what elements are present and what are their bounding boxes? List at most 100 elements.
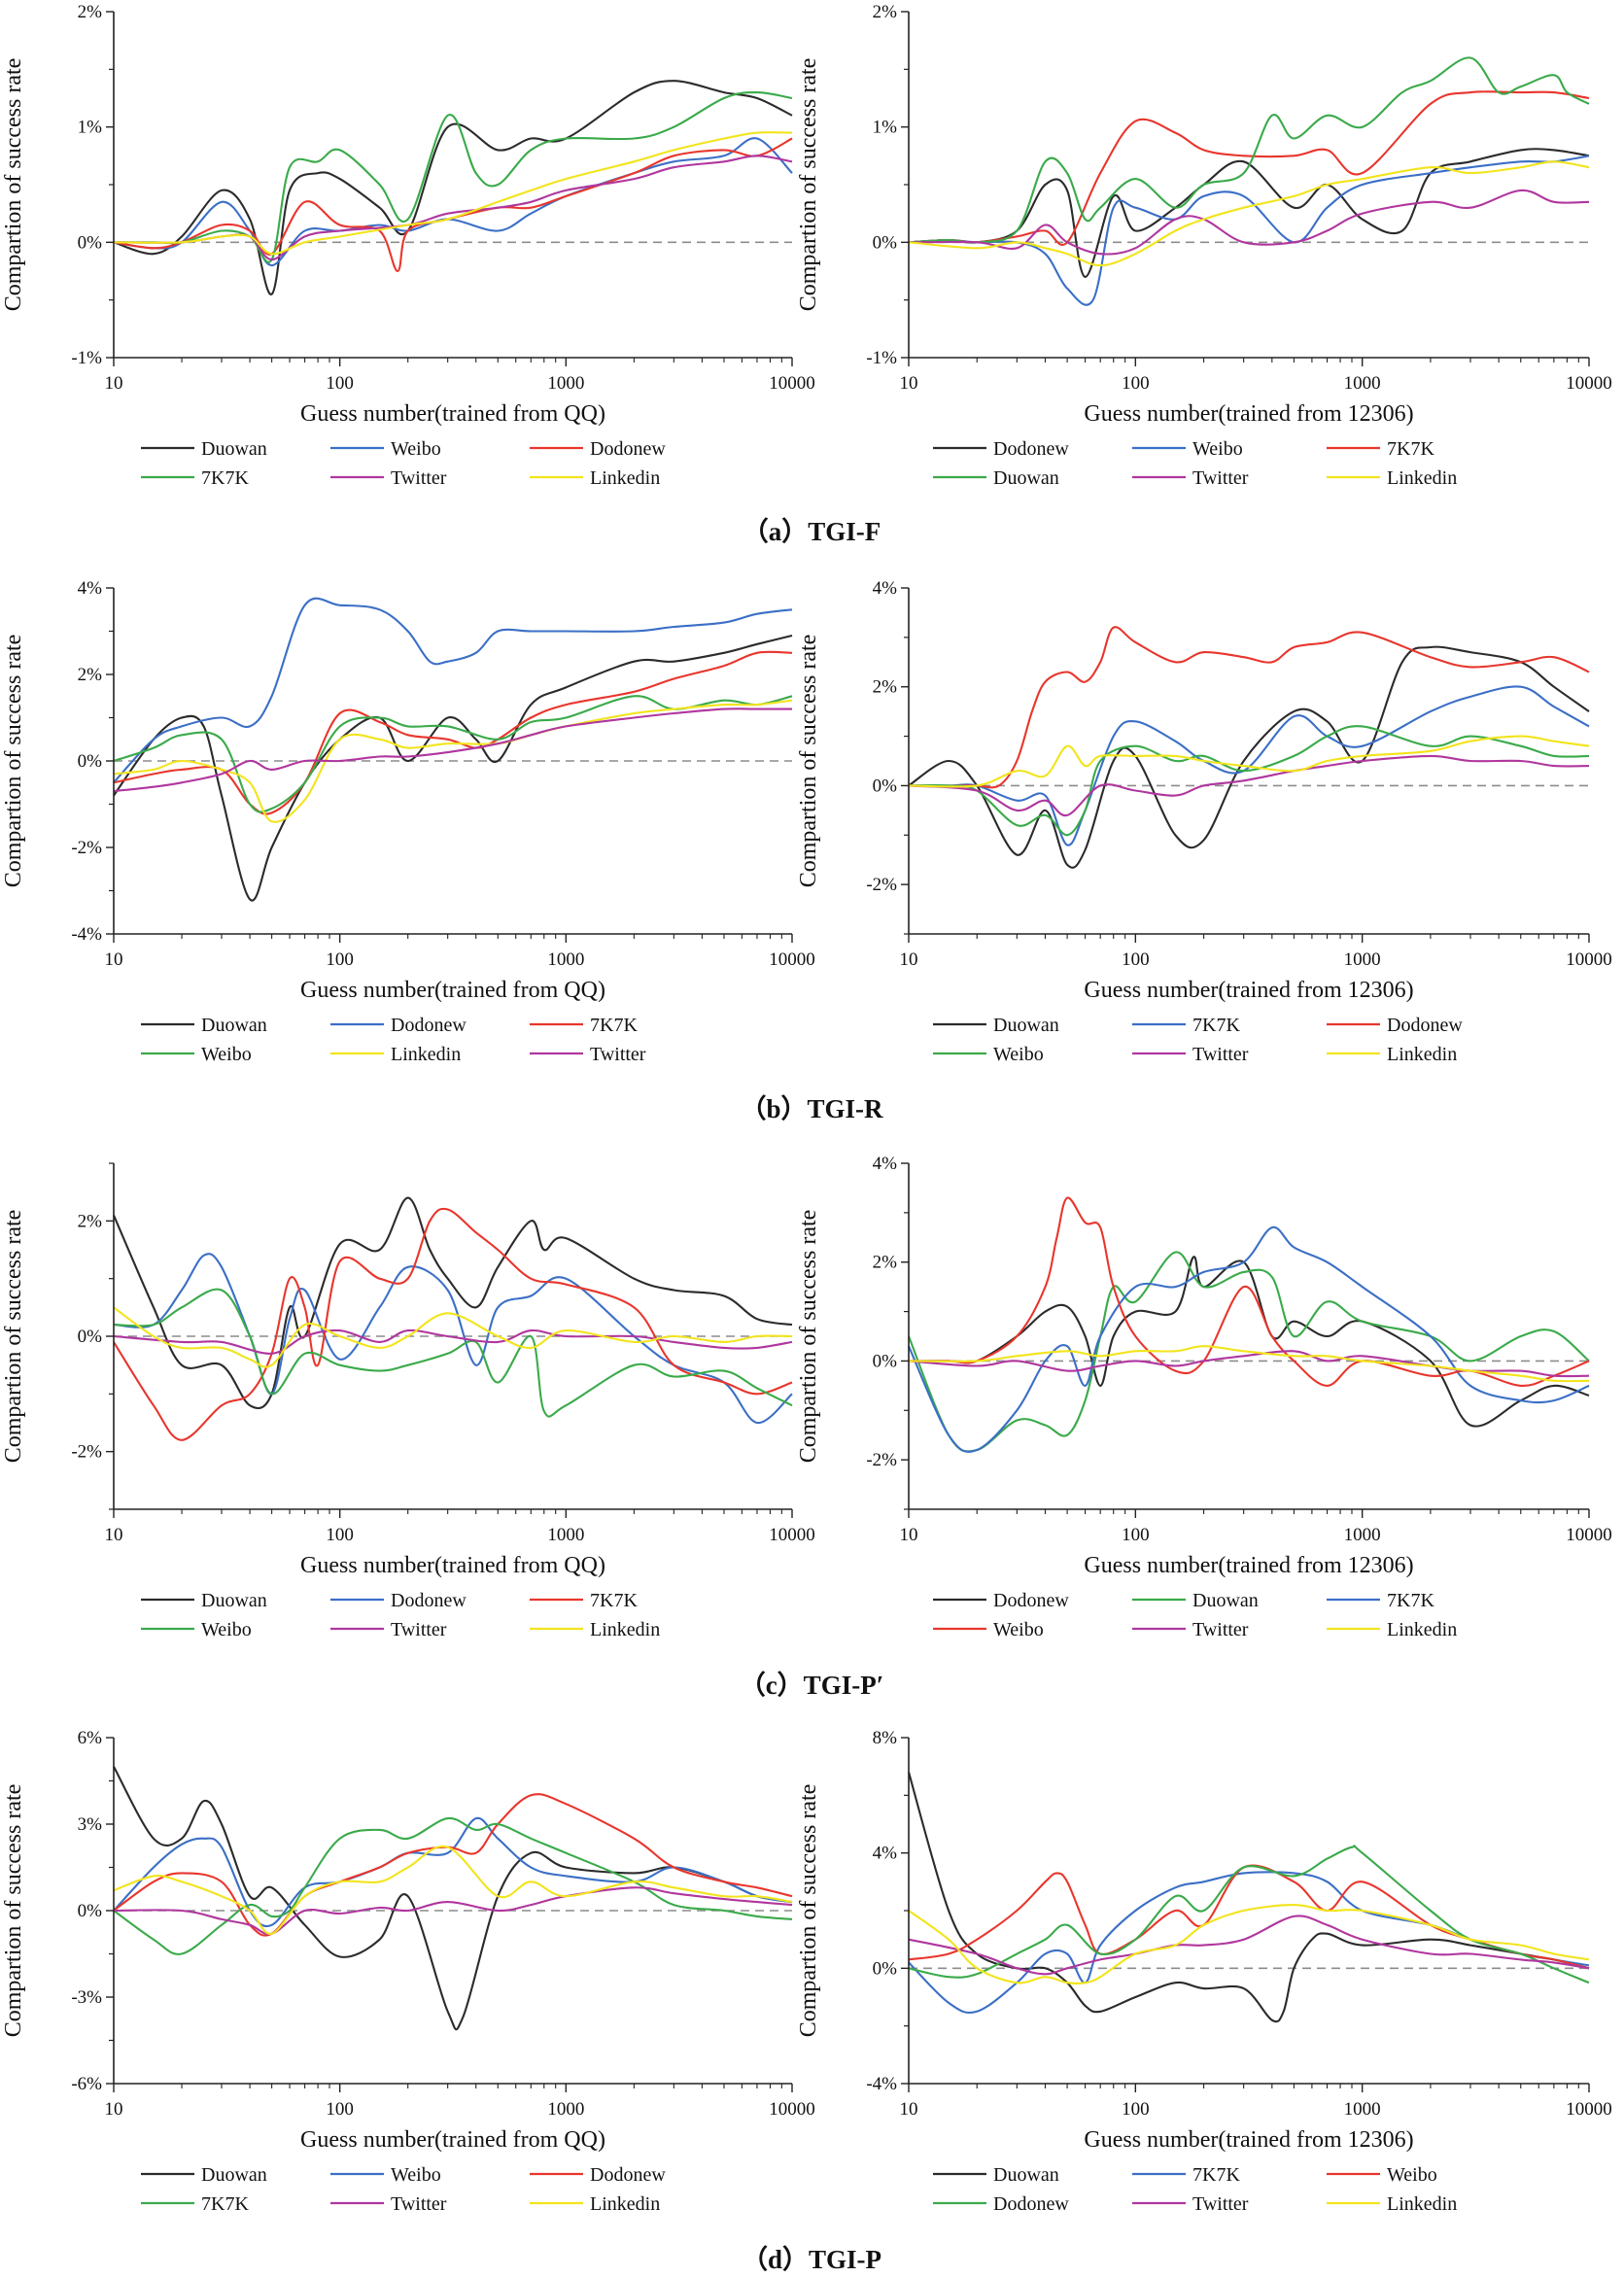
chart-3-left-xtick-label: 1000 xyxy=(547,2099,584,2120)
chart-0-right-series-dodonew xyxy=(908,148,1590,278)
chart-3-left-legend-label-dodonew: Dodonew xyxy=(590,2164,666,2186)
chart-1-right-series-twitter xyxy=(908,754,1590,817)
chart-1-right-ytick-label: -2% xyxy=(866,875,897,895)
chart-0-left-series-duowan xyxy=(113,80,793,295)
chart-0-left-ytick-label: 2% xyxy=(78,2,103,22)
chart-0-left-legend-label-weibo: Weibo xyxy=(391,438,441,460)
chart-2-left-series-dodonew xyxy=(113,1253,793,1425)
chart-2-right-legend-label-twitter: Twitter xyxy=(1192,1619,1249,1640)
chart-1-right-legend-label-weibo: Weibo xyxy=(993,1044,1044,1065)
chart-2-left-series-weibo xyxy=(113,1288,793,1418)
chart-2-right-ylabel: Compartion of success rate xyxy=(796,1210,821,1464)
chart-0-left-legend-label-7k7k: 7K7K xyxy=(201,467,249,489)
chart-1-left-series-weibo xyxy=(113,695,793,813)
chart-2-right-series-linkedin xyxy=(908,1345,1590,1383)
chart-2-left-ytick-label: 2% xyxy=(78,1211,103,1231)
chart-2-right-xlabel: Guess number(trained from 12306) xyxy=(1084,1553,1413,1578)
chart-2-right-xtick-label: 1000 xyxy=(1344,1525,1381,1545)
chart-3-right-xtick-label: 10000 xyxy=(1566,2099,1612,2120)
chart-0-left-series-7k7k xyxy=(114,91,793,263)
chart-1-left-xtick-label: 1000 xyxy=(547,949,584,970)
chart-0-left-xlabel: Guess number(trained from QQ) xyxy=(300,401,605,427)
chart-2-left-xtick-label: 10 xyxy=(105,1525,123,1545)
chart-0-right-series-7k7k xyxy=(908,90,1590,246)
chart-3-left-legend-label-duowan: Duowan xyxy=(201,2164,267,2186)
chart-1-right-legend-label-duowan: Duowan xyxy=(993,1015,1059,1036)
chart-2-left: -2% 0% 2% 10 100 1000 10000 Guess number(traine… xyxy=(1,1162,815,1640)
chart-0-right-ytick-label: 2% xyxy=(873,2,898,22)
chart-0-right-ylabel: Compartion of success rate xyxy=(796,58,821,312)
chart-0-right: -1% 0% 1% 2% 10 100 1000 10000 Guess number(trai… xyxy=(796,2,1612,489)
chart-0-left-xtick-label: 100 xyxy=(326,373,354,394)
chart-0-left-series-weibo xyxy=(113,137,793,267)
chart-1-left-legend-label-linkedin: Linkedin xyxy=(391,1044,461,1065)
chart-2-right-legend-label-duowan: Duowan xyxy=(1192,1590,1259,1611)
chart-0-right-series-linkedin xyxy=(908,160,1590,267)
chart-3-right-legend-label-linkedin: Linkedin xyxy=(1387,2193,1457,2215)
chart-0-left-legend-label-dodonew: Dodonew xyxy=(590,438,666,460)
chart-3-right-xtick-label: 10 xyxy=(900,2099,918,2120)
chart-0-left-ytick-label: 1% xyxy=(78,118,103,138)
chart-1-left-legend-label-7k7k: 7K7K xyxy=(590,1015,638,1036)
chart-3-left-ytick-label: -6% xyxy=(71,2074,102,2094)
chart-2-right-ytick-label: 2% xyxy=(873,1253,898,1273)
chart-3-right-ytick-label: 8% xyxy=(873,1728,898,1748)
chart-2-right-ytick-label: 0% xyxy=(873,1351,898,1371)
chart-2-left-series-linkedin xyxy=(113,1306,793,1368)
chart-1-left-legend-label-weibo: Weibo xyxy=(201,1044,252,1065)
chart-1-right-xlabel: Guess number(trained from 12306) xyxy=(1084,978,1413,1003)
chart-3-right-legend-label-dodonew: Dodonew xyxy=(993,2193,1069,2215)
chart-1-right-ytick-label: 2% xyxy=(873,677,898,698)
chart-1-right: -2% 0% 2% 4% 10 100 1000 10000 Guess number(trai… xyxy=(796,578,1612,1065)
chart-3-left-xlabel: Guess number(trained from QQ) xyxy=(300,2127,605,2153)
chart-1-left-ytick-label: 0% xyxy=(78,751,103,772)
caption-a: （a）TGI-F xyxy=(743,517,881,546)
chart-1-left: -4% -2% 0% 2% 4% 10 100 1000 10000 Guess number(t… xyxy=(1,578,815,1065)
chart-3-right-legend-label-twitter: Twitter xyxy=(1192,2193,1249,2215)
caption-c: （c）TGI-P′ xyxy=(740,1671,884,1700)
chart-3-right-series-duowan xyxy=(907,1772,1590,2023)
chart-1-right-legend-label-linkedin: Linkedin xyxy=(1387,1044,1457,1065)
chart-1-right-legend-label-dodonew: Dodonew xyxy=(1387,1015,1463,1036)
chart-2-left-xlabel: Guess number(trained from QQ) xyxy=(300,1553,605,1578)
chart-3-left-legend-label-7k7k: 7K7K xyxy=(201,2193,249,2215)
chart-0-left-xtick-label: 10 xyxy=(105,373,123,394)
chart-2-left-legend-label-duowan: Duowan xyxy=(201,1590,267,1611)
chart-1-left-ytick-label: -4% xyxy=(71,924,102,945)
chart-2-left-ylabel: Compartion of success rate xyxy=(1,1210,26,1464)
chart-2-left-legend-label-linkedin: Linkedin xyxy=(590,1619,660,1640)
chart-3-right-ylabel: Compartion of success rate xyxy=(796,1784,821,2038)
chart-2-left-ytick-label: -2% xyxy=(71,1442,102,1463)
chart-0-right-ytick-label: -1% xyxy=(866,348,897,368)
chart-2-left-legend-label-weibo: Weibo xyxy=(201,1619,252,1640)
chart-3-right-ytick-label: 0% xyxy=(873,1958,898,1979)
chart-2-left-legend-label-twitter: Twitter xyxy=(391,1619,447,1640)
chart-3-left-series-duowan xyxy=(113,1766,793,2031)
chart-1-right-series-dodonew xyxy=(908,626,1590,789)
chart-3-right-xlabel: Guess number(trained from 12306) xyxy=(1084,2127,1413,2153)
chart-2-right-series-duowan xyxy=(908,1251,1590,1453)
chart-1-left-series-7k7k xyxy=(113,650,793,815)
chart-0-right-legend-label-7k7k: 7K7K xyxy=(1387,438,1434,460)
chart-3-left-series-7k7k xyxy=(113,1817,793,1955)
chart-0-right-xtick-label: 100 xyxy=(1122,373,1150,394)
chart-2-right-legend-label-dodonew: Dodonew xyxy=(993,1590,1069,1611)
chart-0-left-ytick-label: -1% xyxy=(71,348,102,368)
chart-2-right-xtick-label: 10 xyxy=(900,1525,918,1545)
chart-0-right-series-duowan xyxy=(908,56,1590,244)
chart-3-left-xtick-label: 10000 xyxy=(769,2099,815,2120)
chart-0-right-legend-label-dodonew: Dodonew xyxy=(993,438,1069,460)
chart-2-left-xtick-label: 10000 xyxy=(769,1525,815,1545)
chart-0-right-legend-label-linkedin: Linkedin xyxy=(1387,467,1457,489)
chart-3-left: -6% -3% 0% 3% 6% 10 100 1000 10000 Guess number(t… xyxy=(1,1728,815,2215)
chart-2-left-legend-label-dodonew: Dodonew xyxy=(391,1590,466,1611)
chart-0-left-legend-label-linkedin: Linkedin xyxy=(590,467,660,489)
chart-0-left-legend-label-twitter: Twitter xyxy=(391,467,447,489)
chart-3-right-series-dodonew xyxy=(908,1845,1590,1984)
chart-2-right-xtick-label: 10000 xyxy=(1566,1525,1612,1545)
chart-2-left-series-7k7k xyxy=(113,1207,793,1441)
chart-1-left-legend-label-dodonew: Dodonew xyxy=(391,1015,466,1036)
chart-1-right-xtick-label: 10 xyxy=(900,949,918,970)
chart-0-right-xtick-label: 10 xyxy=(900,373,918,394)
chart-1-left-xlabel: Guess number(trained from QQ) xyxy=(300,978,605,1003)
